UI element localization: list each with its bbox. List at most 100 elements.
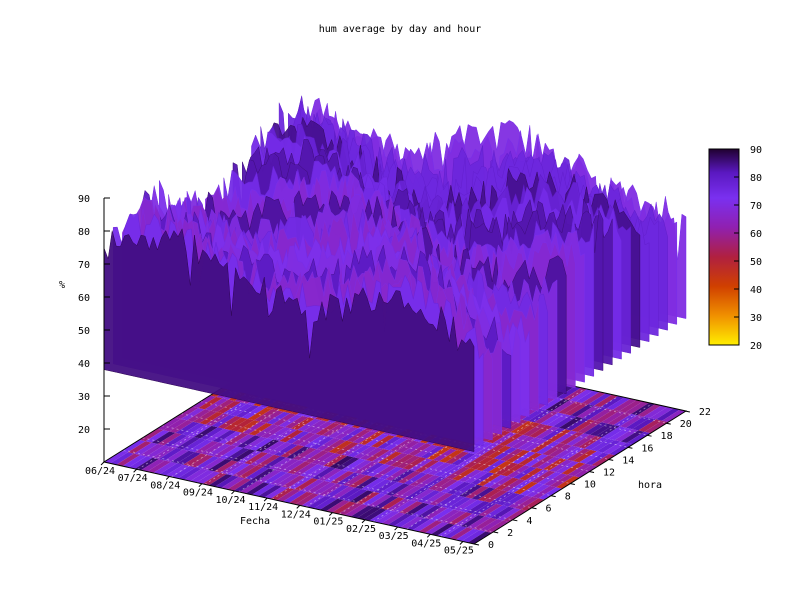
heatmap-cell: [317, 453, 342, 466]
heatmap-cell: [589, 423, 614, 437]
heatmap-cell: [416, 475, 440, 488]
heatmap-cell: [297, 418, 321, 432]
heatmap-cell: [543, 473, 568, 486]
heatmap-cell: [171, 450, 195, 464]
heatmap-cell: [319, 483, 343, 497]
y-tick: [627, 446, 633, 449]
heatmap-cell: [326, 500, 350, 513]
heatmap-cell: [452, 468, 476, 481]
heatmap-cell: [288, 476, 312, 490]
heatmap-cell: [171, 465, 196, 479]
heatmap-cell: [278, 414, 303, 428]
heatmap-cell: [516, 422, 541, 435]
heatmap-cell: [561, 462, 586, 475]
heatmap-cell: [116, 453, 141, 467]
heatmap-cell: [337, 487, 362, 501]
heatmap-cell: [385, 468, 409, 481]
heatmap-cell: [307, 496, 332, 509]
heatmap-cell: [316, 438, 341, 451]
z-axis: 20 30 40 50 60 70 80 90: [78, 194, 110, 462]
floor-gridline: [271, 365, 485, 500]
heatmap-cell: [219, 446, 244, 459]
floor-gridline: [406, 395, 619, 530]
heatmap-cell: [178, 467, 202, 480]
heatmap-cell: [190, 470, 215, 483]
heatmap-cell: [588, 393, 612, 406]
heatmap-cell: [274, 443, 298, 457]
heatmap-cell: [181, 423, 206, 436]
heatmap-cell: [175, 421, 200, 435]
heatmap-cell: [576, 405, 601, 419]
heatmap-cell: [121, 439, 146, 453]
heatmap-cell: [229, 403, 254, 417]
heatmap-cell: [267, 427, 291, 440]
heatmap-cell: [328, 425, 352, 439]
heatmap-cell: [625, 401, 649, 414]
heatmap-cell: [596, 424, 620, 438]
heatmap-cell: [301, 494, 326, 508]
heatmap-cell: [241, 406, 266, 419]
heatmap-cell: [590, 438, 615, 452]
heatmap-cell: [349, 490, 374, 503]
heatmap-cell: [341, 443, 365, 456]
heatmap-cell: [417, 505, 442, 518]
heatmap-cell: [145, 430, 170, 443]
heatmap-cell: [483, 490, 508, 503]
heatmap-cell: [204, 398, 229, 411]
heatmap-cell: [223, 402, 247, 415]
heatmap-cell: [426, 447, 451, 460]
heatmap-cell: [247, 407, 272, 421]
heatmap-cell: [548, 444, 573, 457]
heatmap-cell: [493, 447, 518, 460]
floor-gridline: [238, 376, 609, 460]
heatmap-cell: [439, 450, 463, 463]
heatmap-cell: [439, 465, 464, 478]
heatmap-cell: [505, 434, 529, 448]
heatmap-cell: [554, 445, 579, 459]
y-tick: [473, 543, 480, 546]
heatmap-cell: [522, 408, 546, 422]
heatmap-cell: [298, 449, 323, 462]
heatmap-cell: [242, 421, 267, 435]
heatmap-cell: [481, 444, 506, 457]
heatmap-cell: [273, 428, 298, 441]
heatmap-cell: [656, 408, 680, 421]
heatmap-cell: [455, 528, 480, 542]
heatmap-cell: [286, 446, 311, 459]
colorbar-tick-label: 90: [750, 145, 762, 156]
heatmap-cell: [404, 487, 429, 500]
heatmap-cell: [473, 517, 497, 531]
heatmap-cell: [423, 491, 447, 505]
heatmap-cell: [499, 448, 524, 462]
heatmap-cell: [536, 456, 561, 470]
heatmap-cell: [285, 431, 310, 444]
heatmap-cell: [502, 494, 527, 507]
heatmap-cell: [546, 414, 571, 427]
heatmap-cell: [603, 441, 627, 454]
heatmap-cell: [476, 473, 501, 486]
y-tick-label: 10: [584, 480, 596, 491]
z-tick-label: 30: [78, 392, 90, 403]
heatmap-cell: [194, 441, 219, 454]
heatmap-cell: [309, 421, 334, 434]
heatmap-cell: [336, 472, 361, 485]
heatmap-cell: [325, 484, 349, 498]
heatmap-cell: [377, 436, 402, 449]
heatmap-cell: [245, 467, 269, 480]
heatmap-cell: [248, 422, 273, 436]
x-tick: [100, 461, 105, 466]
heatmap-cell: [589, 408, 613, 421]
x-tick-label: 02/25: [346, 524, 376, 535]
heatmap-cell: [174, 406, 199, 420]
y-tick-label: 4: [526, 516, 532, 527]
heatmap-cell: [140, 443, 164, 457]
heatmap-cell: [453, 483, 477, 496]
heatmap-cell: [287, 461, 312, 474]
heatmap-cell: [508, 495, 533, 509]
heatmap-cell: [405, 502, 430, 516]
z-axis-label: %: [59, 280, 65, 291]
heatmap-cell: [328, 440, 353, 454]
heatmap-cell: [217, 416, 242, 429]
heatmap-cell: [594, 394, 619, 408]
